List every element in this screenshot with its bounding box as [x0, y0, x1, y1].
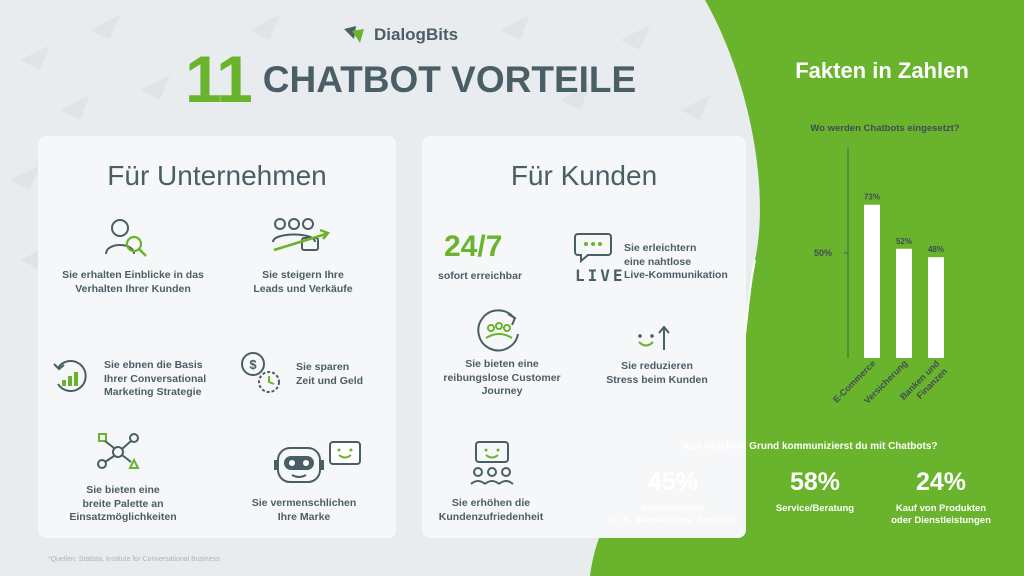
- y-tick-label: 50%: [814, 248, 832, 258]
- user-search-icon: [105, 219, 147, 257]
- company-item-leads: Sie steigern Ihre Leads und Verkäufe: [253, 269, 353, 295]
- customer-item-live: Sie erleichtern eine nahtlose Live-Kommu…: [624, 242, 728, 282]
- bar-0: [864, 204, 880, 358]
- satisfaction-icon: [470, 441, 514, 485]
- stat-information-label: Informationen (z. B. Sendestatus, Produk…: [609, 503, 737, 527]
- customer-item-journey: Sie bieten eine reibungslose Customer Jo…: [443, 358, 561, 398]
- customer-item-available: sofort erreichbar: [438, 270, 523, 282]
- card-title-customers: Für Kunden: [510, 160, 658, 191]
- network-icon: [97, 433, 140, 469]
- stat-service: 58% Service/Beratung: [760, 468, 870, 515]
- chart-cycle-icon: [53, 360, 87, 392]
- smile-arrow-icon: [638, 325, 670, 350]
- live-label: LIVE: [575, 266, 626, 285]
- journey-icon: [477, 309, 519, 352]
- bar-value-label-0: 73%: [864, 193, 880, 202]
- stat-information-pct: 45%: [647, 468, 699, 496]
- usage-bar-chart: 50% 73%E-Commerce52%Versicherung48%Banke…: [814, 148, 949, 406]
- live-chat-icon: [574, 233, 612, 264]
- source-footnote: *Quellen: Statista, Institute for Conver…: [48, 556, 220, 563]
- dialogbits-logo-icon: [344, 26, 364, 43]
- page-title: 11 CHATBOT VORTEILE: [185, 46, 636, 112]
- svg-text:$: $: [249, 357, 257, 372]
- reasons-question: Aus welchem Grund kommunizierst du mit C…: [682, 441, 938, 452]
- customer-item-satisfaction: Sie erhöhen die Kundenzufriedenheit: [438, 497, 544, 523]
- chart-question: Wo werden Chatbots eingesetzt?: [810, 123, 960, 134]
- company-item-insights: Sie erhalten Einblicke in das Verhalten …: [62, 269, 204, 295]
- bar-value-label-2: 48%: [928, 245, 944, 254]
- brand-name: DialogBits: [374, 25, 459, 44]
- always-available-number: 24/7: [444, 230, 503, 263]
- bar-value-label-1: 52%: [896, 237, 912, 246]
- card-customers: Für Kunden 24/7 sofort erreichbar LIVE S…: [422, 136, 746, 538]
- stat-purchase: 24% Kauf von Produkten oder Dienstleistu…: [876, 468, 1006, 528]
- stat-service-label: Service/Beratung: [775, 503, 855, 514]
- card-companies: Für Unternehmen Sie erhalten Einblicke i…: [38, 136, 396, 538]
- company-item-strategy: Sie ebnen die Basis Ihrer Conversational…: [104, 359, 207, 399]
- stat-purchase-label: Kauf von Produkten oder Dienstleistungen: [891, 503, 991, 527]
- customer-item-stress: Sie reduzieren Stress beim Kunden: [606, 360, 708, 386]
- brand-logo: DialogBits: [342, 24, 458, 46]
- company-item-savings: Sie sparen Zeit und Geld: [296, 361, 364, 387]
- title-number: 11: [185, 42, 253, 116]
- title-text: CHATBOT VORTEILE: [262, 58, 637, 100]
- robot-icon: [274, 441, 361, 483]
- bar-1: [896, 248, 912, 358]
- company-item-brand: Sie vermenschlichen Ihre Marke: [251, 497, 357, 523]
- company-item-range: Sie bieten eine breite Palette an Einsat…: [69, 484, 177, 524]
- stat-purchase-pct: 24%: [915, 468, 967, 496]
- facts-title: Fakten in Zahlen: [795, 58, 969, 83]
- money-clock-icon: $: [241, 352, 280, 393]
- bar-2: [928, 257, 944, 358]
- card-title-companies: Für Unternehmen: [107, 160, 327, 191]
- stat-information: 45% Informationen (z. B. Sendestatus, Pr…: [598, 468, 748, 528]
- people-growth-icon: [272, 218, 331, 252]
- stat-service-pct: 58%: [789, 468, 841, 496]
